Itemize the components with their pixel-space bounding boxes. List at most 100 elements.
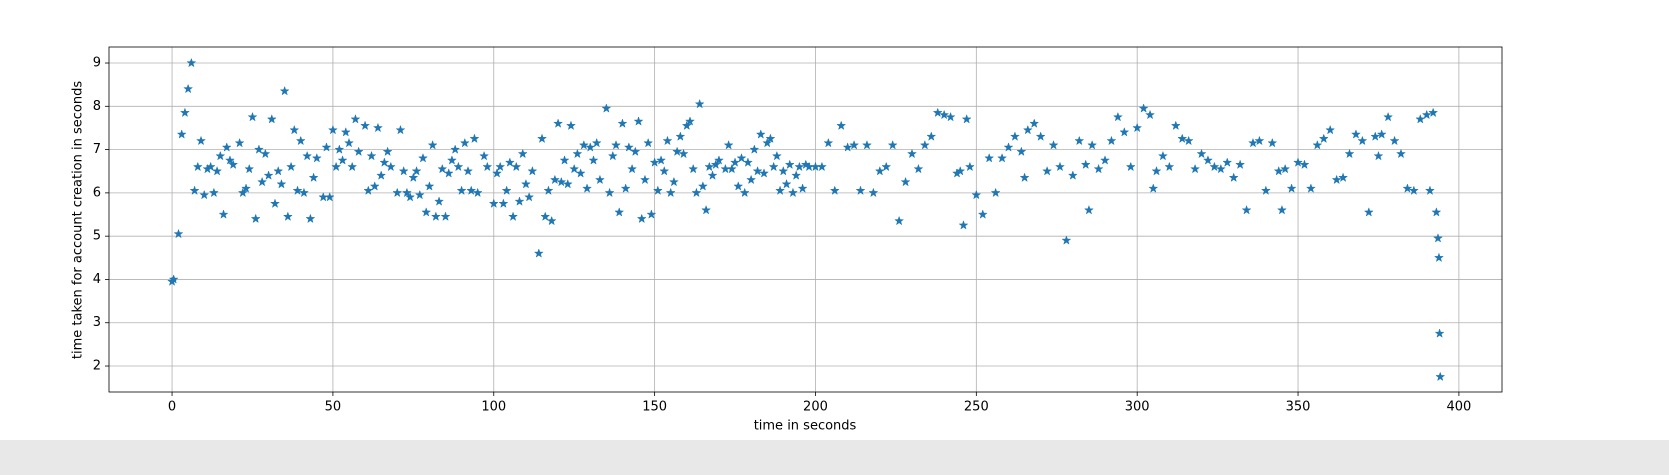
- point: [791, 170, 802, 180]
- point: [739, 187, 750, 198]
- point: [762, 137, 773, 148]
- point: [643, 137, 654, 148]
- point: [701, 204, 712, 215]
- point: [1215, 163, 1226, 174]
- point: [1125, 161, 1136, 172]
- point: [913, 163, 924, 174]
- point: [212, 165, 223, 176]
- point: [1148, 183, 1159, 193]
- point: [694, 98, 705, 109]
- point: [360, 120, 371, 131]
- point: [1305, 183, 1316, 193]
- point: [363, 185, 374, 195]
- point: [1151, 165, 1162, 176]
- point: [569, 163, 580, 174]
- point: [961, 114, 972, 124]
- point: [350, 114, 361, 124]
- point: [269, 198, 281, 208]
- point: [591, 137, 602, 148]
- point: [1003, 142, 1014, 152]
- point: [1074, 135, 1085, 146]
- point: [726, 163, 737, 174]
- point: [237, 187, 248, 198]
- point: [472, 187, 483, 198]
- point: [588, 155, 599, 165]
- point: [334, 144, 345, 154]
- point: [578, 139, 589, 150]
- point: [919, 139, 930, 150]
- point: [1247, 137, 1259, 148]
- point: [639, 174, 650, 185]
- point: [1016, 146, 1027, 157]
- point: [273, 165, 284, 176]
- point: [1312, 139, 1323, 150]
- point: [787, 187, 798, 198]
- point: [517, 148, 528, 159]
- point: [1164, 161, 1175, 172]
- point: [1370, 131, 1381, 141]
- point: [1373, 150, 1384, 161]
- point: [224, 155, 235, 165]
- point: [675, 131, 686, 141]
- x-tick-label: 250: [964, 400, 989, 415]
- point: [546, 215, 557, 226]
- point: [385, 161, 396, 172]
- point: [565, 120, 576, 131]
- point: [208, 187, 219, 198]
- point: [215, 150, 226, 161]
- point: [723, 139, 734, 150]
- point: [366, 150, 377, 161]
- point: [466, 185, 477, 195]
- point: [189, 185, 200, 195]
- point: [1209, 161, 1220, 172]
- point: [263, 170, 274, 180]
- point: [508, 211, 519, 221]
- point: [1054, 161, 1065, 172]
- point: [582, 183, 593, 193]
- point: [562, 178, 573, 189]
- point: [1241, 204, 1252, 215]
- x-tick-label: 350: [1286, 400, 1311, 415]
- point: [874, 165, 885, 176]
- point: [926, 131, 937, 141]
- point: [292, 185, 303, 195]
- point: [585, 142, 596, 152]
- point: [347, 161, 358, 172]
- point: [504, 157, 515, 167]
- point: [1061, 235, 1072, 245]
- point: [196, 135, 207, 146]
- point: [282, 211, 293, 221]
- point: [894, 215, 905, 226]
- point: [1138, 103, 1149, 113]
- point: [372, 122, 383, 133]
- point: [842, 142, 853, 152]
- point: [623, 142, 634, 152]
- point: [199, 189, 210, 200]
- point: [665, 187, 676, 198]
- point: [668, 176, 679, 187]
- point: [572, 148, 583, 159]
- point: [450, 144, 461, 154]
- point: [1350, 129, 1361, 139]
- point: [662, 135, 673, 146]
- point: [977, 209, 988, 219]
- point: [906, 148, 917, 159]
- point: [408, 172, 419, 182]
- point: [775, 185, 786, 195]
- point: [253, 144, 264, 154]
- point: [958, 220, 969, 230]
- point: [984, 152, 995, 163]
- point: [250, 213, 261, 224]
- point: [1357, 135, 1368, 146]
- point: [1280, 163, 1291, 174]
- point: [1119, 127, 1130, 137]
- point: [540, 211, 551, 221]
- point: [556, 176, 567, 187]
- point: [186, 57, 197, 68]
- point: [218, 209, 229, 219]
- point: [1299, 159, 1310, 169]
- point: [955, 165, 966, 176]
- point: [559, 155, 570, 165]
- point: [479, 150, 490, 161]
- point: [733, 181, 744, 191]
